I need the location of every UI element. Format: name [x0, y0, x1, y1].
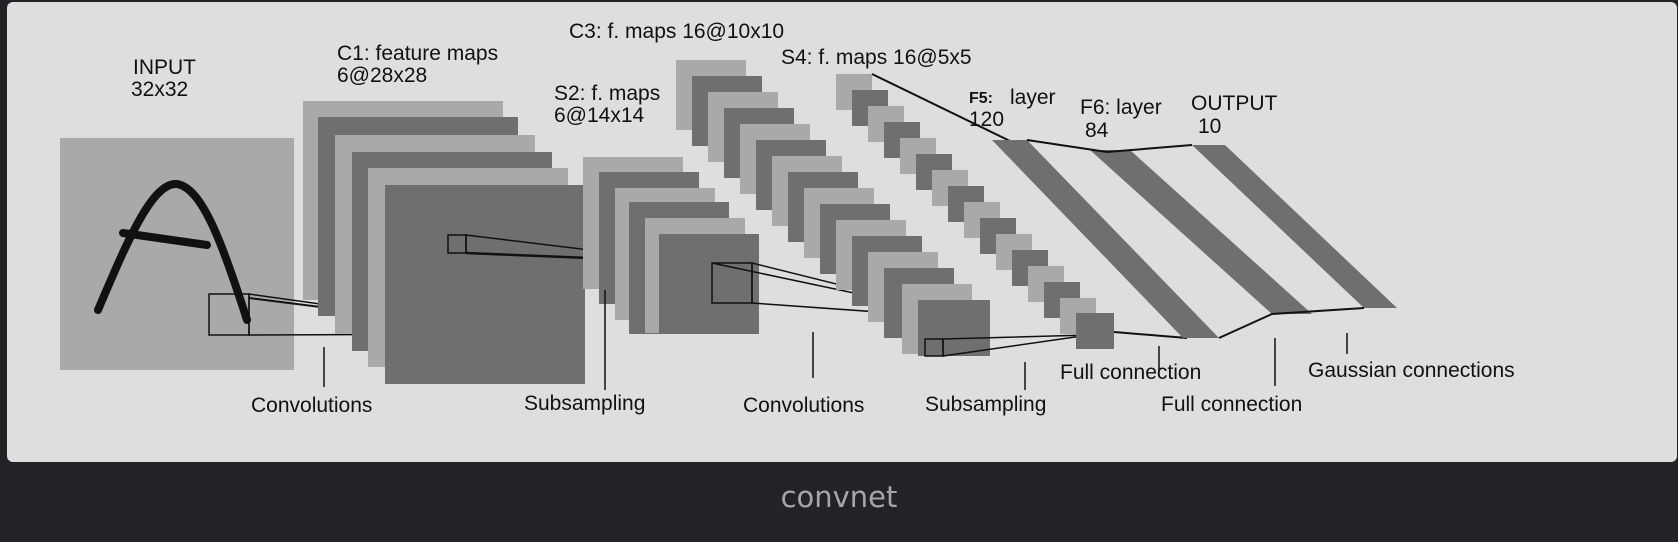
s4-map [1076, 313, 1114, 349]
c3-layer [676, 60, 1090, 357]
f5-layer [992, 140, 1219, 338]
output-size-label: 10 [1198, 115, 1221, 138]
output-layer [1192, 145, 1397, 308]
s4-to-f5-connection [871, 73, 1013, 143]
dense-connections-top [1026, 139, 1193, 154]
c3-label: C3: f. maps 16@10x10 [569, 20, 784, 43]
figure-caption: convnet [780, 480, 898, 514]
f5-label: F5: [969, 90, 993, 107]
input-layer [60, 138, 536, 370]
dense-connections-bottom [1218, 307, 1365, 339]
op-convolutions-2: Convolutions [743, 394, 864, 417]
c1-size-label: 6@28x28 [337, 64, 427, 87]
op-full-connection-2: Full connection [1161, 393, 1302, 416]
c1-layer [303, 101, 690, 384]
f5-label-suffix: layer [1010, 86, 1056, 109]
input-label: INPUT [133, 56, 196, 79]
c3-to-s4-projection [942, 334, 1090, 357]
op-full-connection-1: Full connection [1060, 361, 1201, 384]
lenet-architecture-diagram: INPUT 32x32 C1: feature maps 6@28x28 S2:… [60, 20, 1515, 417]
s4-label: S4: f. maps 16@5x5 [781, 46, 972, 69]
c1-map-6 [385, 185, 585, 384]
lenet-diagram-card: INPUT 32x32 C1: feature maps 6@28x28 S2:… [7, 2, 1677, 462]
s2-layer [583, 157, 978, 334]
f5-size-label: 120 [969, 108, 1004, 131]
c1-label: C1: feature maps [337, 42, 498, 65]
input-image [60, 138, 294, 370]
input-size-label: 32x32 [131, 78, 188, 101]
f6-layer [1090, 150, 1312, 314]
s2-label: S2: f. maps [554, 82, 660, 105]
op-subsampling-2: Subsampling [925, 393, 1046, 416]
s4-to-f5-connection-bottom [1113, 331, 1188, 339]
output-label: OUTPUT [1191, 92, 1278, 115]
op-convolutions-1: Convolutions [251, 394, 372, 417]
f6-label: F6: layer [1080, 96, 1162, 119]
op-subsampling-1: Subsampling [524, 392, 645, 415]
c3-map [918, 300, 990, 356]
s2-size-label: 6@14x14 [554, 104, 645, 127]
s2-map-6 [659, 234, 759, 334]
handwritten-a-stroke [94, 180, 251, 324]
handwritten-a-crossbar [119, 229, 211, 249]
op-gaussian-connections: Gaussian connections [1308, 359, 1515, 382]
f6-size-label: 84 [1085, 119, 1109, 142]
s4-layer [836, 74, 1114, 349]
